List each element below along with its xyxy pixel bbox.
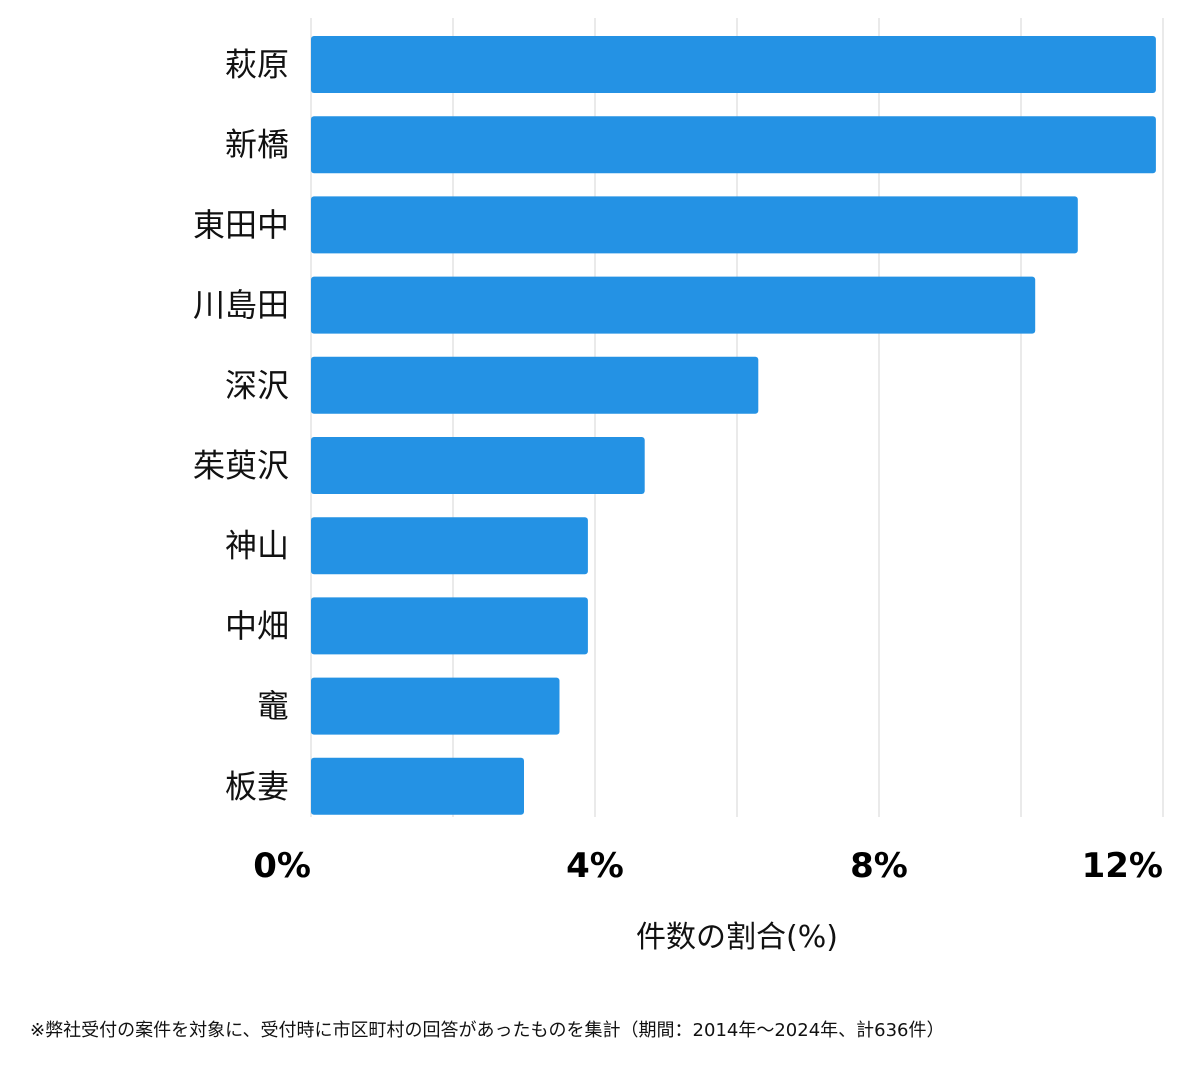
bar-8 [311, 677, 560, 735]
bar-5 [311, 437, 645, 494]
category-label: 深沢 [225, 366, 289, 404]
x-tick-label: 4% [566, 846, 624, 886]
bar-7 [311, 597, 588, 655]
x-axis-title: 件数の割合(%) [636, 920, 838, 955]
x-tick-label: 0% [253, 846, 311, 886]
bar-4 [311, 356, 759, 414]
x-tick-label: 12% [1082, 846, 1163, 886]
category-label: 新橋 [225, 126, 289, 164]
x-tick-label: 8% [850, 846, 908, 886]
category-label: 竈 [257, 687, 289, 725]
category-label: 板妻 [225, 767, 289, 805]
x-tick-labels: 0% 4% 8% 12% [253, 846, 1163, 886]
category-label: 茱萸沢 [193, 447, 289, 485]
category-label: 萩原 [225, 46, 289, 84]
bar-9 [311, 757, 524, 815]
bar-0 [311, 36, 1156, 93]
bar-6 [311, 517, 588, 575]
category-label: 川島田 [193, 286, 289, 324]
bar-1 [311, 116, 1156, 174]
category-label: 東田中 [193, 206, 289, 244]
bar-3 [311, 276, 1036, 334]
category-label: 神山 [225, 527, 289, 565]
bar-2 [311, 196, 1078, 254]
category-label: 中畑 [225, 607, 289, 645]
bars [311, 36, 1156, 815]
footnote: ※弊社受付の案件を対象に、受付時に市区町村の回答があったものを集計（期間：201… [30, 1020, 945, 1041]
